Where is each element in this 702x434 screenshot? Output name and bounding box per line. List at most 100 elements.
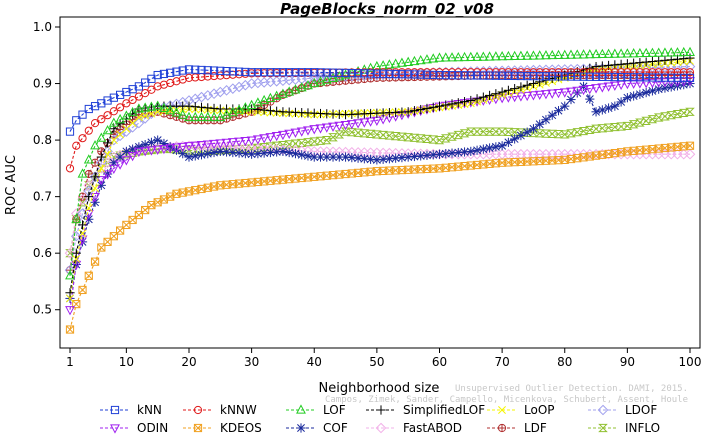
data-point-cof	[553, 106, 564, 116]
legend-label: KDEOS	[220, 421, 262, 434]
data-point-odin	[190, 141, 201, 151]
series-lof	[65, 46, 695, 280]
data-point-inflo	[503, 127, 514, 136]
data-point-inflo	[547, 129, 558, 138]
data-point-inflo	[578, 126, 589, 136]
data-point-lof	[133, 103, 144, 113]
x-tick-label: 100	[679, 355, 702, 369]
legend-marker	[193, 405, 203, 415]
data-point-simplifiedlof	[428, 102, 438, 112]
data-point-odin	[653, 78, 664, 88]
data-point-cof	[196, 150, 207, 160]
data-point-inflo	[303, 138, 313, 147]
y-tick-label: 0.6	[33, 246, 52, 260]
data-point-lof	[259, 94, 270, 105]
data-point-cof	[591, 107, 601, 117]
data-point-lof	[534, 50, 545, 60]
data-point-odin	[603, 82, 614, 92]
data-point-odin	[353, 119, 364, 129]
legend-item-kdeos: KDEOS	[183, 421, 262, 434]
data-point-inflo	[472, 127, 482, 136]
data-point-lof	[65, 270, 75, 280]
data-point-knn	[654, 73, 663, 82]
data-point-lof	[252, 97, 263, 107]
data-point-simplifiedlof	[403, 107, 413, 117]
data-point-odin	[140, 147, 151, 157]
data-point-lof	[584, 49, 595, 59]
data-point-knn	[573, 72, 582, 81]
data-point-knn	[422, 70, 432, 79]
x-tick-label: 90	[620, 355, 635, 369]
data-point-knn	[441, 71, 450, 80]
data-point-knn	[260, 68, 269, 77]
data-point-knn	[353, 69, 363, 78]
data-point-knnw	[629, 68, 638, 77]
data-point-simplifiedlof	[416, 104, 426, 115]
data-point-lof	[390, 58, 401, 68]
data-point-loop	[84, 203, 93, 212]
data-point-lof	[227, 106, 238, 117]
data-point-cof	[466, 146, 476, 156]
data-point-knnw	[623, 68, 632, 77]
data-point-lof	[647, 47, 658, 57]
data-point-odin	[246, 136, 257, 146]
data-point-cof	[484, 143, 495, 153]
data-point-inflo	[591, 124, 601, 133]
data-point-knnw	[660, 68, 670, 77]
data-point-cof	[654, 84, 664, 94]
data-point-lof	[184, 111, 194, 122]
legend-label: kNN	[137, 403, 162, 417]
data-point-knnw	[667, 68, 676, 77]
data-point-knn	[222, 67, 231, 76]
data-point-knn	[479, 71, 488, 80]
legend-marker	[598, 423, 608, 433]
data-point-inflo	[584, 125, 595, 135]
legend-item-cof: COF	[286, 421, 348, 434]
data-point-knn	[366, 69, 375, 78]
data-point-knn	[159, 69, 169, 79]
data-point-knn	[435, 70, 444, 80]
data-point-odin	[522, 91, 533, 102]
data-point-odin	[159, 144, 169, 155]
data-point-cof	[391, 153, 401, 163]
data-point-lof	[140, 102, 151, 112]
data-point-knn	[617, 73, 626, 82]
data-point-lof	[465, 51, 476, 61]
data-point-cof	[528, 124, 539, 134]
data-point-lof	[509, 50, 520, 61]
data-point-knnw	[685, 68, 695, 77]
data-point-loop	[72, 254, 81, 263]
x-tick-label: 30	[244, 355, 259, 369]
data-point-simplifiedlof	[641, 57, 651, 67]
data-point-fastabod	[77, 194, 88, 205]
data-point-knn	[322, 68, 331, 77]
data-point-inflo	[334, 130, 345, 139]
data-point-inflo	[635, 118, 645, 127]
x-tick-label: 70	[494, 355, 509, 369]
data-point-kdeos	[90, 257, 100, 266]
data-point-simplifiedlof	[610, 60, 620, 70]
series-kdeos	[65, 141, 695, 334]
data-point-simplifiedlof	[422, 103, 432, 114]
data-point-cof	[209, 147, 219, 158]
data-point-lof	[515, 50, 526, 60]
plot-frame	[59, 16, 701, 349]
data-point-knn	[404, 70, 413, 79]
data-point-knn	[153, 70, 162, 80]
data-point-knn	[328, 68, 338, 77]
data-point-inflo	[359, 129, 370, 138]
data-point-knn	[504, 71, 513, 80]
data-point-knn	[209, 66, 219, 75]
data-point-lof	[90, 140, 100, 150]
data-point-inflo	[440, 134, 451, 143]
data-point-knnw	[147, 85, 156, 94]
data-point-knnw	[679, 68, 688, 77]
data-point-lof	[503, 50, 514, 61]
data-point-odin	[121, 156, 132, 166]
data-point-odin	[666, 77, 677, 88]
data-point-odin	[641, 79, 652, 89]
series-line-simplifiedlof	[69, 57, 691, 293]
data-point-knn	[128, 85, 137, 94]
series-line-inflo	[69, 111, 691, 254]
data-point-knn	[591, 72, 601, 81]
